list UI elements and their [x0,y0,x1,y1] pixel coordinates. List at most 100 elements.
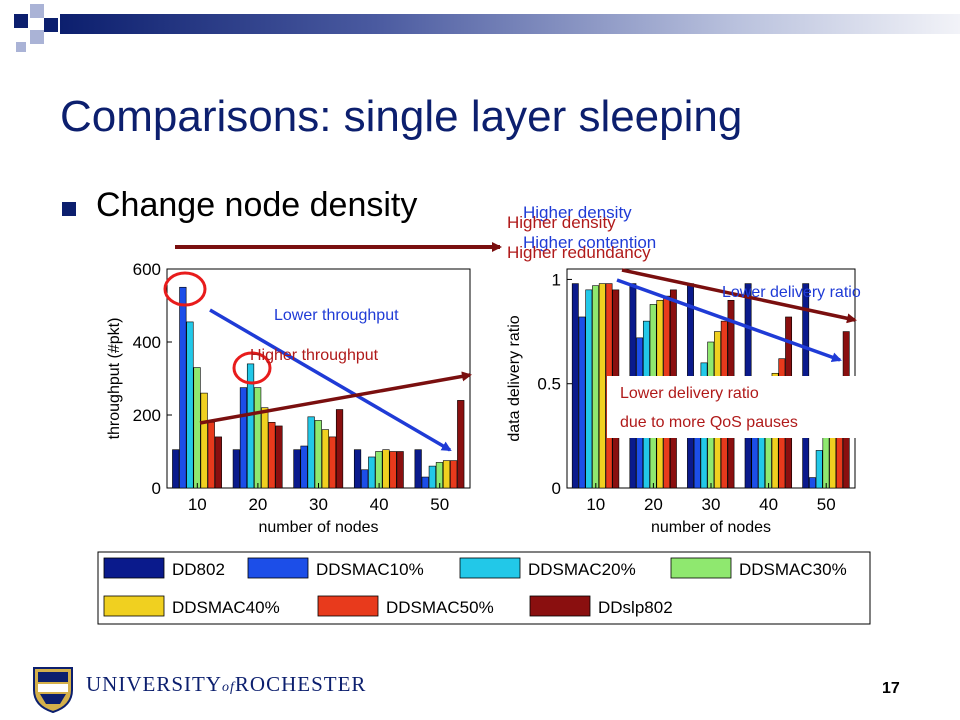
x-tick-label: 30 [309,495,328,514]
annotation-lower-delivery-ratio: Lower delivery ratio [722,284,861,301]
bar-DDSMAC10%-20 [239,387,248,489]
title-band [60,14,960,34]
legend-label-DDslp802: DDslp802 [598,598,673,617]
qos-annotation-box [607,376,885,438]
bar-DDSMAC50%-40 [389,451,397,489]
y-tick-label: 600 [133,260,161,279]
bar-DD802-10 [571,283,579,489]
x-axis-label: number of nodes [651,519,771,536]
bar-DDSMAC30%-30 [314,420,322,489]
bar-DDSMAC40%-10 [200,392,208,489]
wordmark-part1: UNIVERSITY [86,672,222,696]
y-tick-label: 0.5 [537,375,561,394]
delivery-ratio-blue-arrow [616,278,842,363]
x-tick-label: 20 [644,495,663,514]
bar-DDSMAC40%-50 [829,429,837,489]
bar-DD802-20 [232,449,240,489]
annotation-higher-density-blue: Higher density [523,203,632,222]
bar-DDSMAC40%-20 [261,407,269,489]
bar-DDSMAC40%-30 [321,429,329,489]
highlight-circle-mid [232,351,272,385]
bar-DDSMAC10%-30 [300,445,308,489]
bullet-text: Change node density [96,186,418,224]
bar-DDslp802-20 [275,425,283,489]
bar-DDSMAC30%-20 [254,387,262,489]
bar-DDSMAC20%-40 [368,456,376,489]
legend-swatch-DDslp802 [529,595,591,617]
annotation-qos-line2: due to more QoS pauses [620,414,798,431]
legend-swatch-DD802 [103,557,165,579]
bar-DDslp802-10 [214,436,222,489]
legend-label-DDSMAC40%: DDSMAC40% [172,598,280,617]
legend-label-DD802: DD802 [172,560,225,579]
bar-DDSMAC50%-10 [207,421,215,489]
highlight-circle-left [163,271,207,307]
annotation-qos-line1: Lower delivery ratio [620,385,759,402]
x-tick-label: 10 [586,495,605,514]
bar-DDSMAC40%-10 [598,283,606,489]
bar-DDslp802-50 [457,400,465,489]
x-tick-label: 10 [188,495,207,514]
bar-DDSMAC40%-50 [442,460,451,489]
chart-legend: DD802 DDSMAC10% DDSMAC20% DDSMAC30% DDSMAC40… [97,551,871,625]
annotation-higher-redundancy: Higher redundancy [507,243,651,262]
wordmark-part3: ROCHESTER [234,672,367,696]
delivery-ratio-red-arrow [621,268,857,324]
bar-DDSMAC30%-10 [193,367,201,489]
lower-throughput-arrow [209,308,452,452]
bar-DDSMAC20%-20 [246,363,255,489]
university-wordmark: UNIVERSITYofROCHESTER [86,672,366,697]
bar-DDSMAC20%-10 [585,289,593,489]
legend-swatch-DDSMAC40% [103,595,165,617]
y-tick-label: 1 [552,270,561,289]
bar-DD802-50 [414,449,422,489]
legend-swatch-DDSMAC10% [247,557,309,579]
bar-DDslp802-40 [396,451,404,489]
y-tick-label: 200 [133,406,161,425]
bar-DDSMAC30%-40 [375,451,383,489]
bar-DDSMAC10%-40 [751,429,759,489]
bullet-marker [62,202,76,216]
bar-DDSMAC20%-50 [428,465,436,489]
throughput-chart: 0 200 400 600 10 20 30 40 50 number of nodes throu… [106,260,471,536]
x-tick-label: 30 [702,495,721,514]
bar-DDSMAC20%-30 [307,416,315,489]
x-tick-label: 40 [759,495,778,514]
bar-DDSMAC10%-10 [179,286,187,489]
corner-square-5 [16,42,26,52]
annotation-higher-throughput: Higher throughput [250,347,379,364]
bar-DDSMAC50%-30 [328,436,337,489]
y-tick-label: 0 [552,479,561,498]
bar-DDSMAC40%-40 [382,449,390,489]
corner-square-4 [44,18,58,32]
annotation-higher-contention: Higher contention [523,233,657,252]
legend-label-DDSMAC30%: DDSMAC30% [739,560,847,579]
legend-swatch-DDSMAC20% [459,557,521,579]
bar-DDSMAC10%-50 [421,476,429,489]
legend-label-DDSMAC20%: DDSMAC20% [528,560,636,579]
x-tick-label: 50 [430,495,449,514]
bar-DDSMAC20%-10 [186,321,194,489]
legend-swatch-DDSMAC50% [317,595,379,617]
bar-DDSMAC50%-50 [450,460,458,489]
legend-label-DDSMAC50%: DDSMAC50% [386,598,494,617]
bar-DDslp802-30 [335,409,344,489]
y-tick-label: 0 [152,479,161,498]
annotation-lower-throughput: Lower throughput [274,307,399,324]
university-seal-logo [33,667,73,714]
x-tick-label: 40 [370,495,389,514]
legend-label-DDSMAC10%: DDSMAC10% [316,560,424,579]
corner-square-1 [14,14,28,28]
bar-DDSMAC10%-10 [578,316,586,489]
y-axis-label: throughput (#pkt) [106,318,123,440]
bar-DD802-40 [353,449,362,489]
bar-DD802-10 [172,449,180,489]
corner-square-2 [30,4,44,18]
x-axis-label: number of nodes [258,519,378,536]
bar-DDSMAC20%-50 [815,450,823,489]
x-tick-label: 20 [248,495,267,514]
bar-DDSMAC30%-10 [592,285,599,489]
bar-DDSMAC30%-50 [822,435,830,489]
page-number: 17 [882,680,900,697]
annotation-higher-density-red: Higher density [507,213,616,232]
